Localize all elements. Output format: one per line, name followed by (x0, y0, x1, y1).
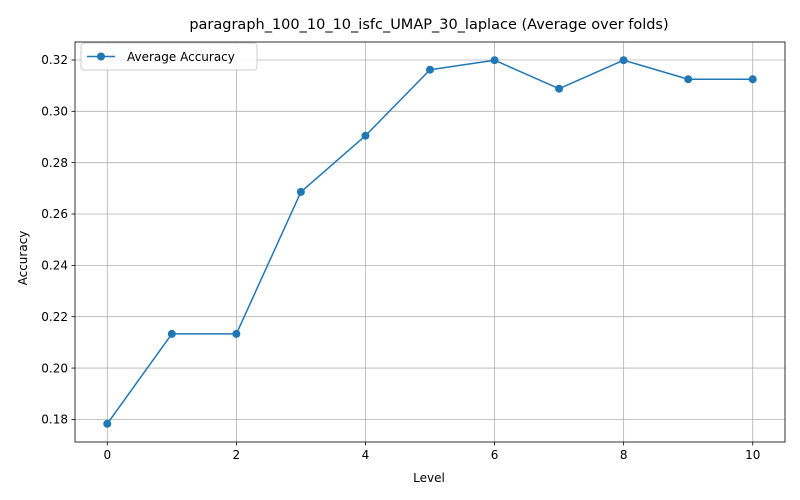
data-point (296, 187, 305, 196)
axis-ticks: 0 2 4 6 8 10 0.18 0.20 0.22 0.24 0.26 0.28 0.30 0.32 (41, 53, 760, 462)
x-tick-label: 2 (233, 448, 241, 462)
x-tick-label: 4 (362, 448, 370, 462)
x-tick-label: 8 (620, 448, 628, 462)
y-tick-label: 0.22 (41, 310, 68, 324)
y-tick-label: 0.18 (41, 413, 68, 427)
y-axis-label: Accuracy (16, 231, 30, 286)
data-point (619, 56, 628, 65)
x-tick-label: 10 (745, 448, 760, 462)
x-tick-label: 0 (103, 448, 111, 462)
data-point (490, 56, 499, 65)
legend-entry-average-accuracy: Average Accuracy (127, 50, 235, 64)
data-point (684, 75, 693, 84)
data-point (426, 65, 434, 74)
legend: Average Accuracy (80, 42, 258, 71)
legend-box (80, 42, 258, 71)
chart-title: paragraph_100_10_10_isfc_UMAP_30_laplace… (189, 17, 668, 33)
data-point (555, 84, 564, 93)
y-tick-label: 0.32 (41, 53, 68, 67)
y-tick-label: 0.26 (41, 207, 68, 221)
data-point (232, 329, 241, 338)
y-tick-label: 0.30 (41, 105, 68, 119)
y-tick-label: 0.28 (41, 156, 68, 170)
x-axis-label: Level (413, 471, 445, 485)
series-layer (103, 56, 757, 428)
plot-area-frame (74, 41, 786, 443)
data-point (748, 75, 757, 84)
legend-marker-swatch (97, 52, 105, 61)
data-point (103, 419, 112, 428)
data-point (361, 131, 370, 140)
y-tick-label: 0.24 (41, 259, 68, 273)
data-point (167, 329, 176, 338)
grid (75, 42, 785, 442)
y-tick-label: 0.20 (41, 361, 68, 375)
x-tick-label: 6 (491, 448, 499, 462)
